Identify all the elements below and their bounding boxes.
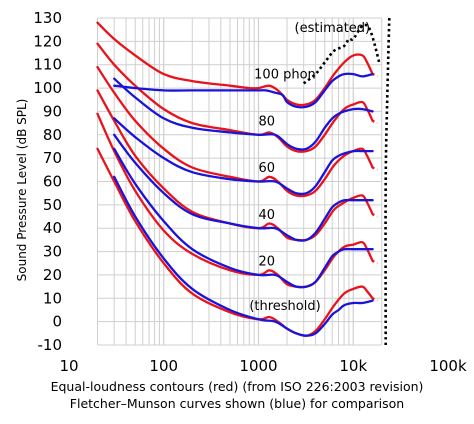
- curve-red-80: [96, 42, 374, 153]
- estimated-curve-100: [302, 23, 381, 85]
- annotation-label: (threshold): [249, 299, 320, 314]
- x-axis-label: Equal-loudness contours (red) (from ISO …: [50, 379, 424, 394]
- x-tick-label: 10: [59, 357, 78, 375]
- annotation-label: 100 phon: [254, 68, 316, 83]
- y-tick-label: 60: [43, 173, 62, 191]
- curve-red-40-tail: [372, 213, 378, 218]
- curve-red-80-tail: [372, 119, 378, 125]
- y-tick-label: 100: [33, 79, 62, 97]
- x-tick-label: 1000: [239, 357, 277, 375]
- x-tick-labels: 10 100 1000 10k 100k: [59, 357, 467, 375]
- estimated-high-frequency-limit: [384, 17, 391, 346]
- y-tick-label: 50: [43, 196, 62, 214]
- curve-blue-0: [113, 175, 374, 337]
- curve-red-100: [96, 21, 374, 107]
- curve-blue-100: [113, 72, 374, 109]
- annotation-label: 40: [259, 208, 276, 223]
- y-tick-label: 20: [43, 266, 62, 284]
- y-tick-label: 130: [33, 9, 62, 27]
- x-tick-label: 100: [149, 357, 178, 375]
- annotation-label: (estimated): [295, 21, 371, 36]
- annotations: (estimated) 100 phon 80 60 40 20 (threshold): [249, 21, 370, 314]
- fletcher-munson-curves: [113, 72, 374, 337]
- x-axis-label-secondary: Fletcher–Munson curves shown (blue) for …: [69, 396, 405, 411]
- y-axis-label: Sound Pressure Level (dB SPL): [15, 99, 29, 282]
- y-tick-label: 40: [43, 219, 62, 237]
- curve-red-20-tail: [372, 259, 378, 265]
- curve-red-40: [96, 89, 374, 242]
- y-tick-label: 110: [33, 56, 62, 74]
- estimated-curves: [302, 17, 391, 346]
- x-tick-label: 10k: [339, 357, 367, 375]
- annotation-label: 20: [259, 255, 276, 270]
- y-tick-label: 70: [43, 149, 62, 167]
- x-tick-label: 100k: [429, 357, 467, 375]
- iso226-curves: [96, 21, 378, 337]
- curve-red-0-tail: [372, 297, 378, 302]
- y-tick-label: 90: [43, 102, 62, 120]
- annotation-label: 60: [259, 161, 276, 176]
- curve-red-20: [96, 112, 374, 289]
- curve-blue-60: [113, 117, 374, 196]
- annotation-label: 80: [259, 114, 276, 129]
- y-tick-label: -10: [38, 336, 63, 354]
- curve-blue-40: [113, 133, 374, 242]
- curve-red-60-tail: [372, 166, 378, 171]
- y-tick-label: 120: [33, 32, 62, 50]
- y-tick-label: 30: [43, 243, 62, 261]
- y-tick-label: 0: [52, 313, 62, 331]
- y-tick-label: 10: [43, 289, 62, 307]
- y-tick-labels: -10 0 10 20 30 40 50 60 70 80 90 100 110 120 130: [33, 9, 62, 354]
- curve-blue-20: [113, 147, 374, 289]
- curve-blue-80: [113, 77, 374, 151]
- y-tick-label: 80: [43, 126, 62, 144]
